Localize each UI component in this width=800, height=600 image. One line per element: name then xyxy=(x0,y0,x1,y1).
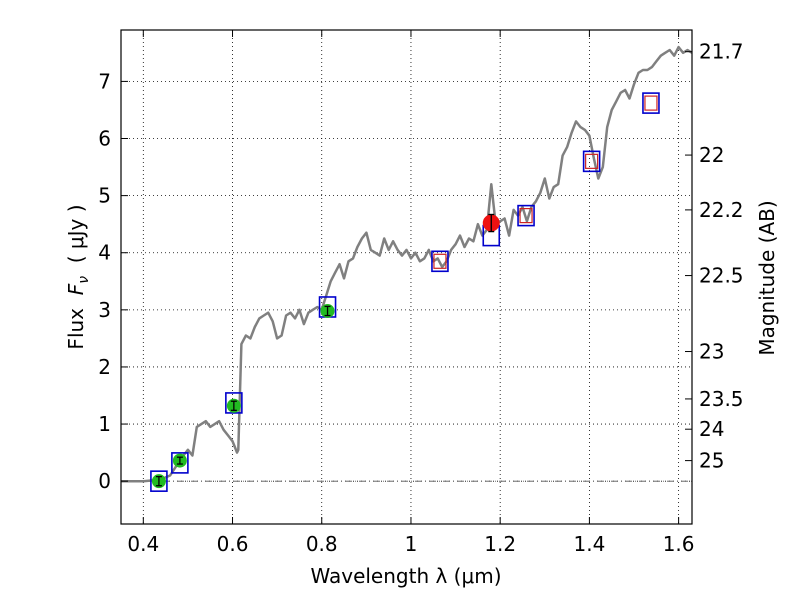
y-axis-label-prefix: Flux xyxy=(64,295,88,349)
model-inner-box-marker xyxy=(644,95,658,111)
model-box-marker xyxy=(582,150,601,173)
y2-tick-label: 21.7 xyxy=(699,40,744,64)
y-tick-label: 7 xyxy=(98,69,111,93)
y-tick-label: 2 xyxy=(98,355,111,379)
y2-tick-label: 23.5 xyxy=(699,387,744,411)
y-tick-label: 1 xyxy=(98,412,111,436)
y2-tick-label: 22.5 xyxy=(699,264,744,288)
observed-series xyxy=(151,213,500,489)
y-axis-label-suffix: ( μJy ) xyxy=(64,204,88,276)
y2-axis-ticks: 21.7 22 22.2 22.5 23 23.5 24 25 xyxy=(685,40,744,473)
spectrum-line xyxy=(121,45,693,483)
model-box-marker xyxy=(225,392,243,414)
spectrum-series xyxy=(121,45,693,483)
x-axis-ticks: 0.4 0.6 0.8 1 1.2 1.4 1.6 xyxy=(127,30,695,556)
y2-axis-label: Magnitude (AB) xyxy=(755,200,779,355)
y-axis-label: Flux Fν ( μJy ) xyxy=(64,204,92,349)
plot-frame xyxy=(120,29,693,525)
x-tick-label: 0.4 xyxy=(127,532,159,556)
y-tick-label: 4 xyxy=(98,241,111,265)
y-axis-label-symbol: F xyxy=(64,283,88,295)
x-axis-label: Wavelength λ (μm) xyxy=(310,564,501,588)
y2-tick-label: 24 xyxy=(699,417,724,441)
model-box-series xyxy=(150,92,660,492)
y-tick-label: 3 xyxy=(98,298,111,322)
model-inner-box-marker xyxy=(433,253,447,269)
y2-tick-label: 22 xyxy=(699,143,724,167)
y2-tick-label: 25 xyxy=(699,449,724,473)
x-tick-label: 0.8 xyxy=(306,532,338,556)
y2-tick-label: 22.2 xyxy=(699,198,744,222)
model-inner-box-marker xyxy=(585,153,599,169)
y-tick-label: 5 xyxy=(98,184,111,208)
model-box-marker xyxy=(150,470,168,492)
model-box-marker xyxy=(171,452,189,474)
y-axis-ticks: 0 1 2 3 4 5 6 7 xyxy=(98,69,128,493)
x-tick-label: 1.6 xyxy=(663,532,695,556)
model-box-marker xyxy=(517,204,535,227)
y-axis-label-subscript: ν xyxy=(76,276,92,284)
x-tick-label: 0.6 xyxy=(217,532,249,556)
y-tick-label: 6 xyxy=(98,127,111,151)
x-tick-label: 1.2 xyxy=(484,532,516,556)
grid-lines xyxy=(121,30,692,524)
model-box-marker xyxy=(431,250,449,273)
x-tick-label: 1 xyxy=(405,532,418,556)
x-tick-label: 1.4 xyxy=(573,532,605,556)
y2-tick-label: 23 xyxy=(699,340,724,364)
model-inner-box-marker xyxy=(519,208,533,224)
y-tick-label: 0 xyxy=(98,469,111,493)
model-box-marker xyxy=(642,92,660,114)
